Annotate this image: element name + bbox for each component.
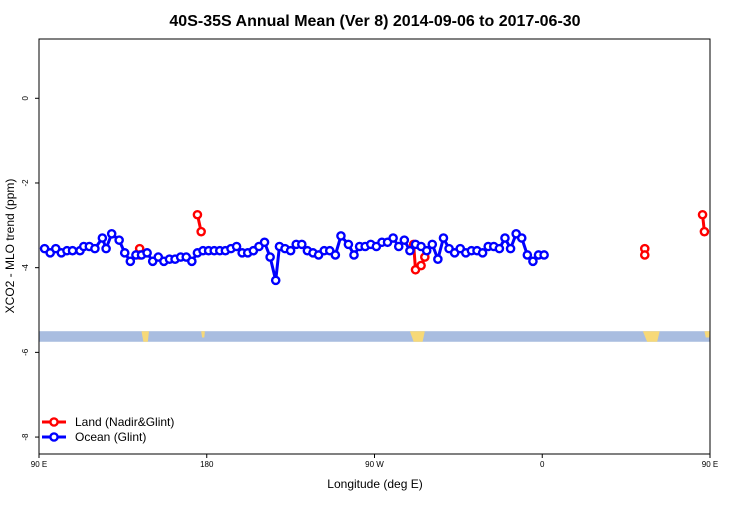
y-tick-label-0: 0: [21, 96, 30, 101]
x-tick-label-3: 0: [540, 460, 545, 469]
land-point-1-0: [192, 209, 203, 220]
ocean-point-12: [106, 228, 117, 239]
ocean-point-13: [114, 235, 124, 245]
land-point-4-1: [699, 226, 710, 237]
map-ocean-band: [39, 331, 710, 342]
ocean-point-71: [438, 233, 449, 243]
ocean-point-86: [522, 250, 533, 260]
x-tick-label-4: 90 E: [702, 460, 718, 469]
legend-land-label: Land (Nadir&Glint): [75, 415, 174, 429]
ocean-point-68: [421, 245, 432, 256]
ocean-point-26: [187, 256, 197, 267]
map-land-patch-1: [201, 331, 205, 338]
ocean-point-81: [494, 243, 505, 254]
y-tick-label-2: -4: [21, 264, 30, 272]
ocean-point-89: [539, 250, 549, 260]
ocean-point-44: [285, 245, 296, 256]
ocean-point-85: [516, 233, 527, 243]
ocean-point-15: [125, 256, 136, 267]
x-tick-label-0: 90 E: [31, 460, 47, 469]
ocean-point-46: [297, 239, 307, 250]
ocean-point-53: [336, 231, 346, 241]
ocean-point-83: [505, 243, 516, 254]
land-point-1-1: [196, 226, 206, 237]
ocean-point-52: [330, 250, 341, 260]
ocean-point-78: [477, 248, 488, 258]
ocean-point-39: [259, 237, 270, 248]
ocean-point-65: [405, 245, 415, 256]
series-layer: [39, 209, 710, 286]
ocean-point-70: [433, 254, 443, 265]
x-tick-label-2: 90 W: [365, 460, 384, 469]
ocean-point-62: [388, 233, 398, 243]
legend: Land (Nadir&Glint) Ocean (Glint): [42, 415, 174, 444]
legend-item-ocean: Ocean (Glint): [42, 430, 146, 444]
ocean-point-64: [399, 235, 410, 245]
ocean-point-63: [393, 241, 404, 252]
ocean-point-9: [90, 243, 100, 254]
ocean-point-40: [265, 252, 275, 262]
x-axis: 90 E 180 90 W 0 90 E: [31, 454, 718, 469]
y-axis-label: XCO2 - MLO trend (ppm): [3, 179, 17, 314]
ocean-point-55: [349, 250, 359, 260]
ocean-point-11: [101, 243, 111, 254]
map-land-patch-2: [409, 331, 425, 342]
y-tick-label-3: -6: [21, 348, 30, 356]
ocean-point-14: [119, 248, 130, 258]
x-axis-label: Longitude (deg E): [327, 477, 422, 491]
ocean-point-69: [427, 239, 438, 250]
ocean-point-54: [343, 239, 354, 250]
legend-item-land: Land (Nadir&Glint): [42, 415, 174, 429]
legend-land-marker: [49, 417, 59, 427]
legend-ocean-label: Ocean (Glint): [75, 430, 146, 444]
y-tick-label-1: -2: [21, 179, 30, 187]
land-point-4-0: [697, 209, 708, 220]
y-axis: 0 -2 -4 -6 -8: [21, 96, 39, 441]
map-band: [39, 331, 710, 342]
map-land-patch-4: [704, 331, 710, 338]
chart-title: 40S-35S Annual Mean (Ver 8) 2014-09-06 t…: [169, 13, 580, 30]
ocean-point-5: [67, 245, 78, 256]
ocean-point-41: [270, 275, 281, 286]
ocean-point-10: [97, 233, 108, 243]
ocean-point-18: [142, 248, 152, 258]
land-point-2-2: [416, 260, 426, 271]
map-land-patch-0: [141, 331, 149, 342]
ocean-point-87: [528, 256, 538, 267]
land-point-3-1: [639, 250, 650, 260]
map-land-patch-3: [642, 331, 660, 342]
y-tick-label-4: -8: [21, 433, 30, 441]
legend-ocean-marker: [49, 432, 59, 442]
ocean-point-82: [500, 233, 510, 243]
ocean-point-34: [231, 241, 242, 252]
x-tick-label-1: 180: [200, 460, 214, 469]
